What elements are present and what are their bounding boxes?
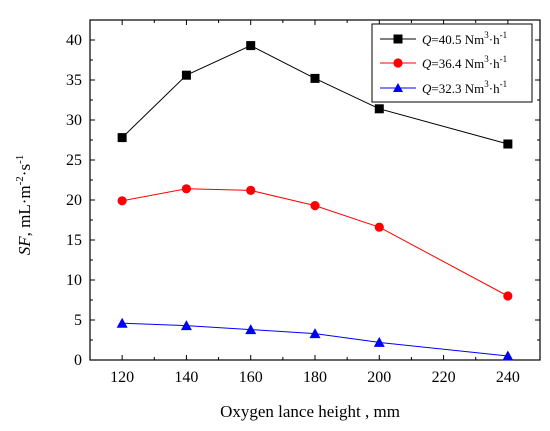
legend-label-2-text: =36.4 Nm (431, 56, 484, 71)
data-point-triangle (245, 324, 257, 335)
legend-label-1-mid: ·h (489, 32, 500, 47)
legend-label-1-text: =40.5 Nm (431, 32, 484, 47)
y-tick-label: 20 (66, 192, 82, 209)
y-axis-title-exp2: -1 (14, 155, 26, 164)
legend-label-3-text: =32.3 Nm (431, 81, 484, 96)
legend-label-2: Q=36.4 Nm3·h-1 (422, 54, 507, 71)
legend-item-2: Q=36.4 Nm3·h-1 (380, 54, 507, 71)
legend-marker-triangle (393, 83, 403, 92)
legend-label-3-sup2: -1 (500, 79, 508, 89)
series-layer (116, 41, 514, 361)
y-axis-title-exp1: -2 (14, 176, 26, 185)
data-point-circle (374, 222, 384, 232)
x-axis: 120 140 160 180 200 220 240 (110, 20, 541, 386)
x-tick-label: 120 (110, 369, 134, 386)
data-point-circle (117, 196, 127, 206)
legend-label-1-q: Q (422, 32, 432, 47)
y-axis: 0 5 10 15 20 25 30 35 40 (66, 19, 540, 369)
x-tick-label: 180 (303, 369, 327, 386)
x-tick-label: 240 (496, 369, 520, 386)
y-tick-label: 5 (74, 312, 82, 329)
data-point-square (117, 133, 127, 143)
x-axis-title: Oxygen lance height , mm (220, 402, 400, 421)
x-tick-label: 220 (432, 369, 456, 386)
legend-label-3-q: Q (422, 81, 432, 96)
data-point-triangle (180, 320, 192, 331)
y-tick-label: 10 (66, 272, 82, 289)
legend-label-1-sup2: -1 (500, 30, 508, 40)
x-tick-label: 200 (367, 369, 391, 386)
data-point-triangle (373, 336, 385, 347)
data-point-square (310, 73, 320, 83)
legend-item-3: Q=32.3 Nm3·h-1 (380, 79, 507, 96)
legend-label-3-mid: ·h (489, 81, 500, 96)
y-axis-title-mid: ·s (15, 164, 34, 176)
legend-label-3-sup1: 3 (484, 79, 489, 89)
legend-label-1: Q=40.5 Nm3·h-1 (422, 30, 507, 47)
y-tick-label: 0 (74, 352, 82, 369)
data-point-square (246, 41, 256, 51)
series-line-2 (122, 188, 509, 297)
series-line-3 (122, 322, 508, 357)
legend-label-2-sup1: 3 (484, 54, 489, 64)
data-point-triangle (309, 328, 321, 339)
legend-label-3: Q=32.3 Nm3·h-1 (422, 79, 507, 96)
data-point-circle (246, 185, 256, 195)
y-axis-title-main: SF (15, 236, 34, 256)
data-point-square (374, 104, 384, 114)
series-line-1 (121, 45, 508, 145)
data-point-triangle (116, 317, 128, 328)
y-tick-label: 30 (66, 112, 82, 129)
legend-label-2-mid: ·h (489, 56, 500, 71)
data-point-circle (310, 201, 320, 211)
legend-marker-square (393, 34, 403, 44)
y-tick-label: 35 (66, 72, 82, 89)
legend: Q=40.5 Nm3·h-1 Q=36.4 Nm3·h-1 Q=32.3 Nm3… (371, 23, 533, 103)
data-point-square (181, 70, 191, 80)
data-point-square (503, 139, 513, 149)
x-tick-label: 140 (174, 369, 198, 386)
y-tick-label: 25 (66, 152, 82, 169)
y-tick-label: 40 (66, 32, 82, 49)
y-axis-title-unit: , mL·m (15, 185, 34, 236)
legend-label-2-sup2: -1 (500, 54, 508, 64)
data-point-circle (181, 184, 192, 194)
legend-marker-circle (393, 58, 403, 68)
legend-item-1: Q=40.5 Nm3·h-1 (380, 30, 507, 47)
y-axis-title: SF, mL·m-2·s-1 (14, 155, 34, 256)
data-point-circle (503, 291, 513, 301)
x-tick-label: 160 (239, 369, 263, 386)
data-point-triangle (502, 350, 514, 361)
y-tick-label: 15 (66, 232, 82, 249)
legend-label-1-sup1: 3 (484, 30, 489, 40)
legend-label-2-q: Q (422, 56, 432, 71)
